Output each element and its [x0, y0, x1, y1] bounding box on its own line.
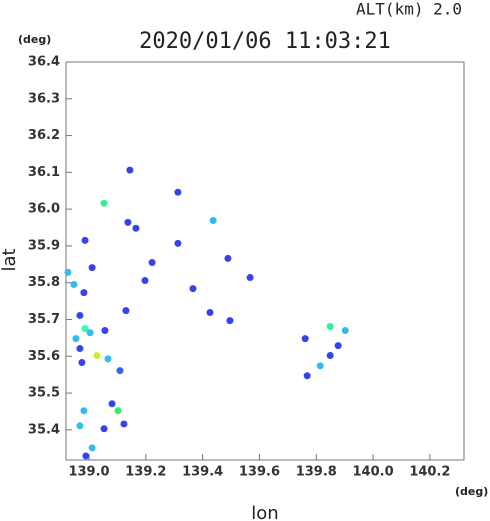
- echo-point: [126, 166, 134, 174]
- echo-point: [206, 308, 214, 316]
- y-tick-label: 36.0: [28, 202, 60, 217]
- echo-point: [100, 425, 108, 433]
- echo-point: [72, 335, 80, 343]
- echo-point: [226, 317, 234, 325]
- echo-point: [88, 264, 96, 272]
- y-tick-label: 35.9: [28, 238, 60, 253]
- echo-point: [80, 407, 88, 415]
- x-tick-label: 139.8: [296, 465, 337, 480]
- x-tick-label: 139.2: [125, 465, 166, 480]
- echo-point: [316, 362, 324, 370]
- echo-point: [100, 199, 108, 207]
- chart-title: 2020/01/06 11:03:21: [139, 29, 391, 54]
- y-tick-label: 36.1: [28, 165, 60, 180]
- echo-point: [301, 335, 309, 343]
- y-tick-label: 35.7: [28, 312, 60, 327]
- echo-point: [141, 276, 149, 284]
- echo-point: [246, 274, 254, 282]
- echo-point: [174, 239, 182, 247]
- y-unit: (deg): [18, 33, 51, 46]
- echo-point: [108, 400, 116, 408]
- x-tick-label: 139.4: [182, 465, 223, 480]
- y-tick-label: 36.4: [28, 55, 60, 70]
- y-tick-label: 35.8: [28, 275, 60, 290]
- echo-point: [101, 327, 109, 335]
- echo-point: [64, 268, 72, 276]
- x-unit: (deg): [455, 485, 488, 498]
- y-axis-label: lat: [0, 248, 20, 271]
- x-tick-label: 139.0: [68, 465, 109, 480]
- echo-point: [132, 224, 140, 232]
- x-tick-label: 140.0: [353, 465, 394, 480]
- echo-point: [209, 217, 217, 225]
- y-tick-label: 35.6: [28, 349, 60, 364]
- echo-point: [81, 325, 89, 333]
- echo-point: [174, 188, 182, 196]
- echo-point: [224, 254, 232, 262]
- echo-point: [88, 444, 96, 452]
- echo-point: [86, 329, 94, 337]
- y-tick-label: 36.3: [28, 91, 60, 106]
- echo-point: [80, 289, 88, 297]
- y-tick-label: 35.5: [28, 386, 60, 401]
- echo-point: [326, 322, 334, 330]
- x-tick-label: 139.6: [239, 465, 280, 480]
- echo-point: [76, 345, 84, 353]
- echo-point: [116, 367, 124, 375]
- echo-point: [189, 285, 197, 293]
- echo-point: [303, 372, 311, 380]
- echo-point: [148, 258, 156, 266]
- plot-frame: [65, 61, 465, 461]
- echo-point: [82, 452, 90, 460]
- echo-point: [81, 236, 89, 244]
- echo-point: [76, 422, 84, 430]
- altitude-label: ALT(km) 2.0: [356, 0, 462, 19]
- echo-point: [120, 420, 128, 428]
- echo-point: [326, 352, 334, 360]
- echo-point: [93, 352, 101, 360]
- echo-point: [78, 359, 86, 367]
- echo-point: [70, 281, 78, 289]
- echo-point: [341, 327, 349, 335]
- x-axis-label: lon: [251, 503, 278, 521]
- echo-point: [114, 407, 122, 415]
- echo-point: [104, 355, 112, 363]
- x-tick-label: 140.2: [409, 465, 450, 480]
- echo-point: [76, 311, 84, 319]
- y-tick-label: 36.2: [28, 128, 60, 143]
- echo-point: [124, 218, 132, 226]
- echo-point: [122, 307, 130, 315]
- y-tick-label: 35.4: [28, 422, 60, 437]
- echo-point: [334, 342, 342, 350]
